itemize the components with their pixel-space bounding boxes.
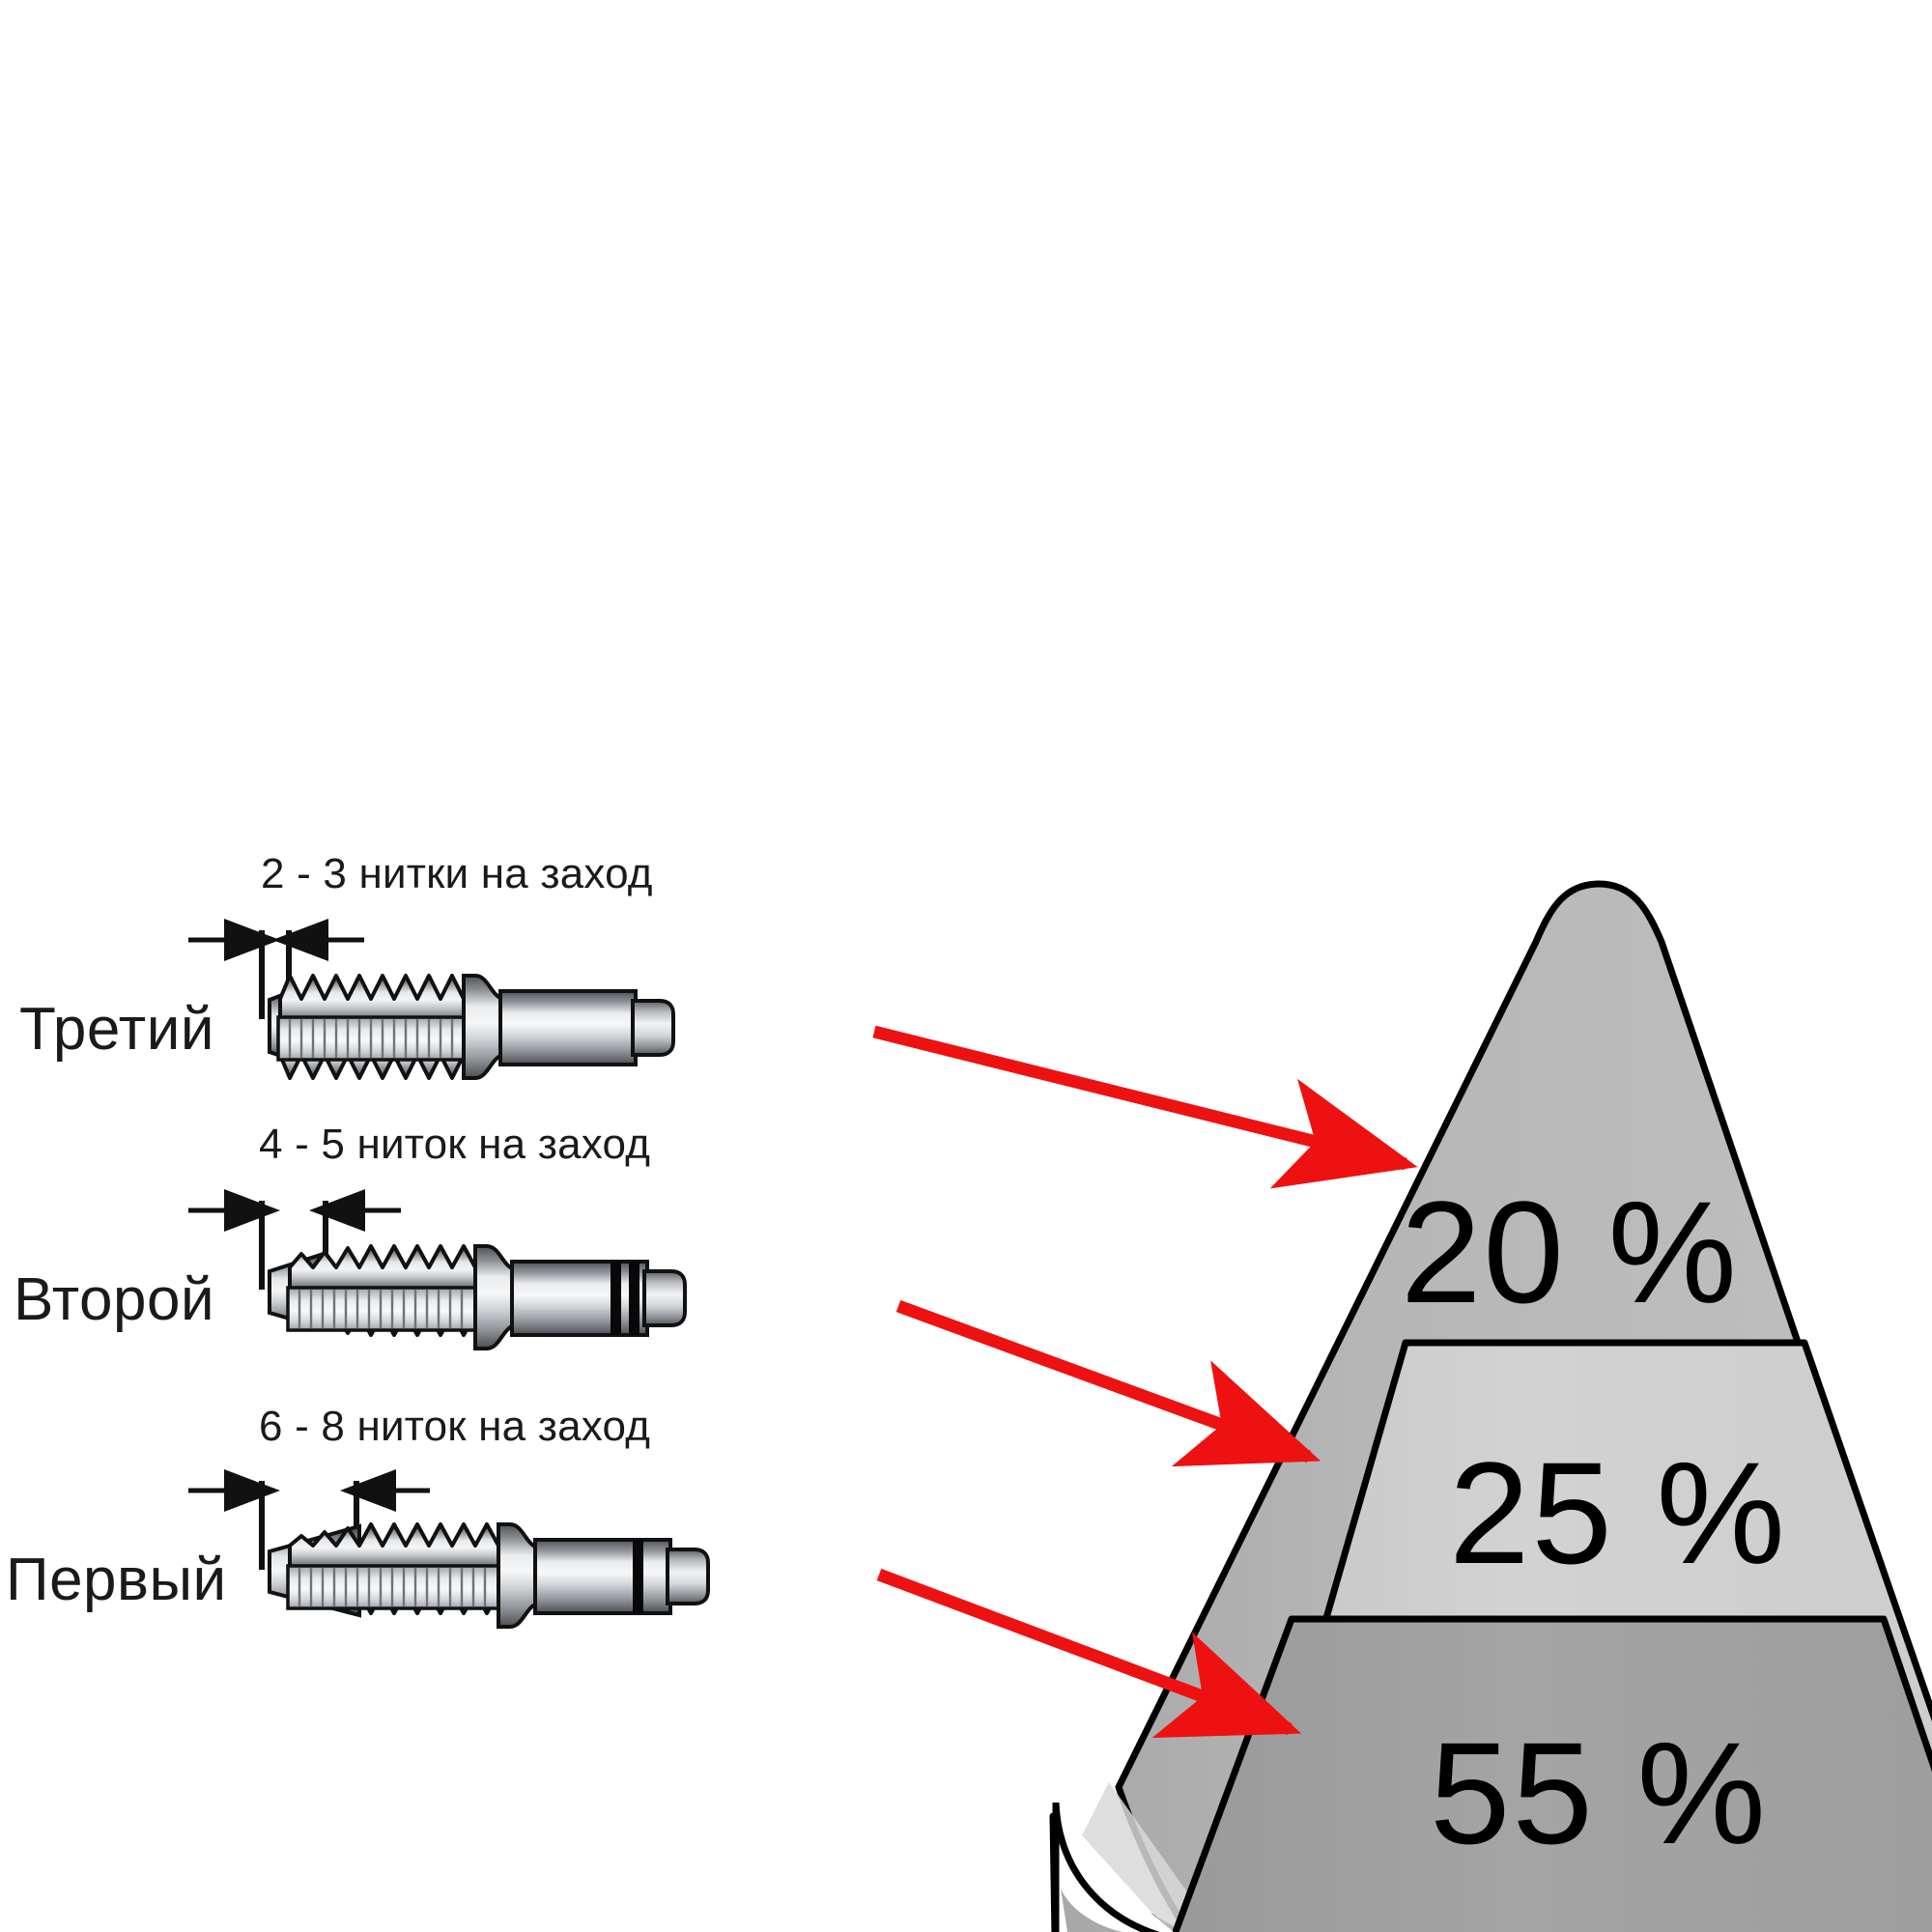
dimension-arrows-first	[188, 1469, 430, 1570]
band-percent-25: 25 %	[1449, 1432, 1787, 1594]
thread-note-second: 4 - 5 ниток на заход	[259, 1121, 651, 1168]
stage-label-second: Второй	[14, 1266, 215, 1333]
tap-neck-second	[473, 1244, 516, 1350]
tooth-flute-cut	[1053, 1806, 1174, 1932]
tap-core-striations-second	[298, 1290, 464, 1328]
tap-square-drive-third	[631, 999, 675, 1057]
tap-ring-mark-second-1	[611, 1262, 621, 1335]
tap-illustration-third	[188, 919, 675, 1080]
tap-ring-mark-second-2	[629, 1262, 639, 1335]
callout-arrow-third-to-20	[872, 1025, 1418, 1189]
tap-core-striations-third	[288, 1019, 454, 1058]
band-percent-55: 55 %	[1430, 1712, 1768, 1874]
thread-note-third: 2 - 3 нитки на заход	[261, 850, 653, 897]
callout-arrows	[872, 1025, 1418, 1738]
tap-core-striations-first	[298, 1568, 487, 1606]
tap-core-second	[286, 1286, 479, 1332]
band-percent-20: 20 %	[1401, 1171, 1739, 1333]
tap-illustration-first	[188, 1469, 710, 1629]
tap-upper-threads-first	[288, 1522, 500, 1573]
callout-arrow-first-to-55	[876, 1568, 1302, 1738]
callout-arrow-second-to-25	[895, 1299, 1321, 1467]
tap-shank-second	[510, 1260, 649, 1337]
tap-upper-threads-second	[288, 1244, 477, 1294]
tap-core-third	[276, 1015, 469, 1062]
tap-shank-third	[498, 989, 638, 1066]
tooth-band-55	[1172, 1615, 1932, 1932]
thread-note-first: 6 - 8 ниток на заход	[259, 1403, 651, 1450]
tap-square-drive-second	[642, 1269, 687, 1327]
tap-square-drive-first	[666, 1548, 710, 1605]
tap-neck-first	[497, 1522, 539, 1629]
tap-illustration-second	[188, 1189, 687, 1350]
tap-neck-third	[462, 974, 504, 1080]
tap-ring-mark-first-1	[633, 1540, 643, 1613]
stage-label-first: Первый	[6, 1547, 227, 1613]
tooth-flank-highlight	[1082, 1782, 1212, 1932]
tap-shank-first	[533, 1538, 672, 1615]
stage-label-third: Третий	[19, 996, 214, 1063]
tap-core-first	[286, 1564, 502, 1610]
